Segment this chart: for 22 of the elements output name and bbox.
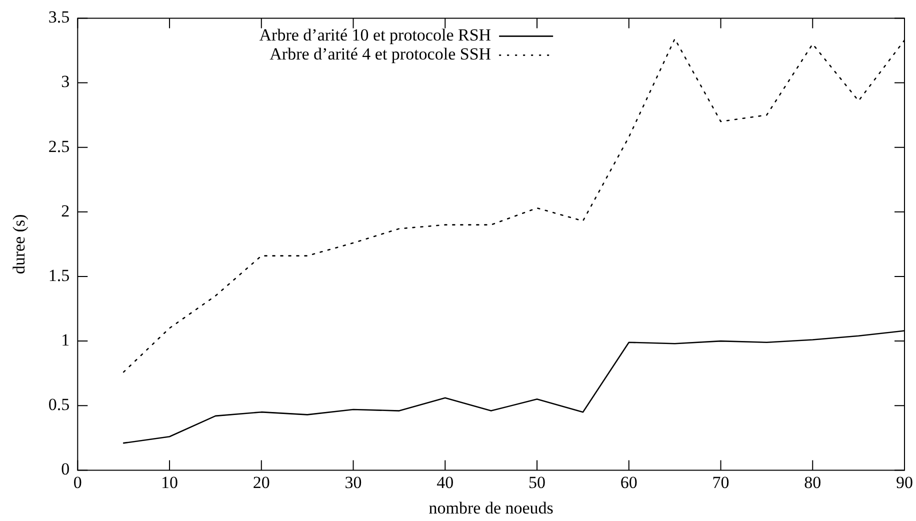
y-tick-label: 2 <box>61 201 70 220</box>
x-tick-label: 90 <box>896 472 913 492</box>
y-tick-label: 2.5 <box>48 136 70 156</box>
legend-label: Arbre d’arité 4 et protocole SSH <box>270 44 492 64</box>
y-tick-label: 1 <box>61 330 70 350</box>
x-axis-title: nombre de noeuds <box>428 498 554 518</box>
x-tick-label: 40 <box>436 472 454 492</box>
legend-label: Arbre d’arité 10 et protocole RSH <box>259 26 492 45</box>
x-tick-label: 30 <box>344 472 362 492</box>
y-tick-label: 3.5 <box>48 8 70 27</box>
x-tick-label: 10 <box>161 472 178 492</box>
x-tick-label: 0 <box>73 472 82 492</box>
x-tick-label: 20 <box>252 472 270 492</box>
y-axis-title: duree (s) <box>10 214 29 274</box>
y-tick-label: 1.5 <box>48 266 70 285</box>
x-tick-label: 70 <box>712 472 730 492</box>
x-tick-label: 50 <box>528 472 546 492</box>
y-tick-label: 0 <box>61 460 70 479</box>
y-tick-label: 3 <box>61 72 70 92</box>
x-tick-label: 80 <box>804 472 822 492</box>
y-tick-label: 0.5 <box>48 395 70 414</box>
x-tick-label: 60 <box>620 472 638 492</box>
